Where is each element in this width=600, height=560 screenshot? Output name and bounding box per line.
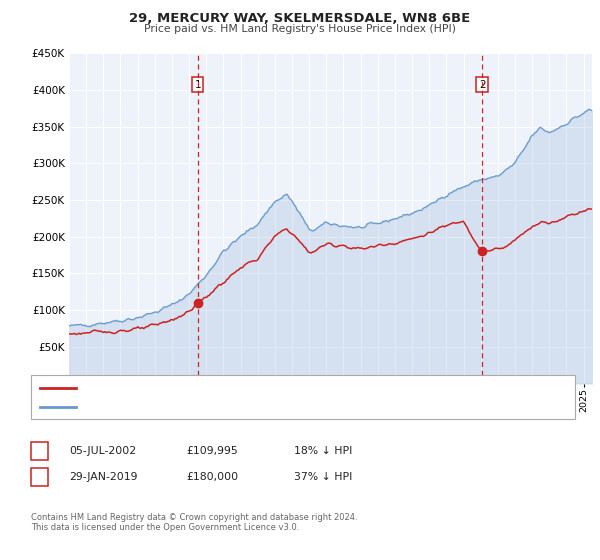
Text: 1: 1 bbox=[194, 80, 201, 90]
Text: 2: 2 bbox=[479, 80, 485, 90]
Text: 29, MERCURY WAY, SKELMERSDALE, WN8 6BE: 29, MERCURY WAY, SKELMERSDALE, WN8 6BE bbox=[130, 12, 470, 25]
Text: 1: 1 bbox=[36, 446, 43, 456]
Text: 18% ↓ HPI: 18% ↓ HPI bbox=[294, 446, 352, 456]
Text: Price paid vs. HM Land Registry's House Price Index (HPI): Price paid vs. HM Land Registry's House … bbox=[144, 24, 456, 34]
Text: 05-JUL-2002: 05-JUL-2002 bbox=[69, 446, 136, 456]
Text: Contains HM Land Registry data © Crown copyright and database right 2024.: Contains HM Land Registry data © Crown c… bbox=[31, 513, 358, 522]
Text: £109,995: £109,995 bbox=[186, 446, 238, 456]
Text: £180,000: £180,000 bbox=[186, 472, 238, 482]
Text: This data is licensed under the Open Government Licence v3.0.: This data is licensed under the Open Gov… bbox=[31, 523, 299, 532]
Text: HPI: Average price, detached house, West Lancashire: HPI: Average price, detached house, West… bbox=[82, 402, 349, 412]
Text: 2: 2 bbox=[36, 472, 43, 482]
Text: 29, MERCURY WAY, SKELMERSDALE, WN8 6BE (detached house): 29, MERCURY WAY, SKELMERSDALE, WN8 6BE (… bbox=[82, 383, 402, 393]
Text: 37% ↓ HPI: 37% ↓ HPI bbox=[294, 472, 352, 482]
Text: 29-JAN-2019: 29-JAN-2019 bbox=[69, 472, 137, 482]
